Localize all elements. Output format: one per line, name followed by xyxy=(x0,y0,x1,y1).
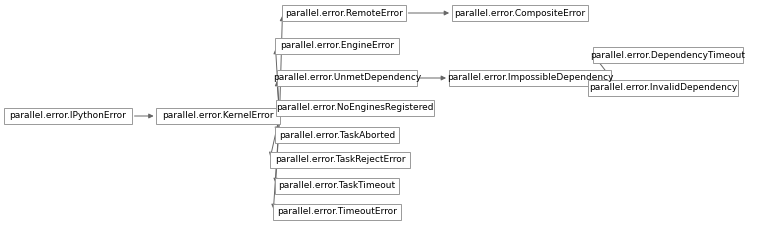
FancyBboxPatch shape xyxy=(276,70,417,86)
Text: parallel.error.UnmetDependency: parallel.error.UnmetDependency xyxy=(273,73,421,82)
FancyBboxPatch shape xyxy=(273,204,401,220)
Text: parallel.error.TaskRejectError: parallel.error.TaskRejectError xyxy=(275,155,406,164)
Text: parallel.error.IPythonError: parallel.error.IPythonError xyxy=(9,112,127,121)
FancyBboxPatch shape xyxy=(276,38,399,54)
Text: parallel.error.CompositeError: parallel.error.CompositeError xyxy=(455,9,585,18)
Text: parallel.error.EngineError: parallel.error.EngineError xyxy=(280,42,394,51)
FancyBboxPatch shape xyxy=(276,127,399,143)
FancyBboxPatch shape xyxy=(283,5,406,21)
FancyBboxPatch shape xyxy=(452,5,588,21)
Text: parallel.error.RemoteError: parallel.error.RemoteError xyxy=(285,9,403,18)
FancyBboxPatch shape xyxy=(588,80,737,96)
Text: parallel.error.TaskTimeout: parallel.error.TaskTimeout xyxy=(279,182,396,191)
Text: parallel.error.TimeoutError: parallel.error.TimeoutError xyxy=(277,207,397,216)
FancyBboxPatch shape xyxy=(449,70,611,86)
Text: parallel.error.ImpossibleDependency: parallel.error.ImpossibleDependency xyxy=(447,73,614,82)
FancyBboxPatch shape xyxy=(276,100,434,116)
Text: parallel.error.DependencyTimeout: parallel.error.DependencyTimeout xyxy=(591,51,746,60)
Text: parallel.error.KernelError: parallel.error.KernelError xyxy=(162,112,273,121)
Text: parallel.error.TaskAborted: parallel.error.TaskAborted xyxy=(279,131,395,140)
FancyBboxPatch shape xyxy=(5,108,132,124)
Text: parallel.error.NoEnginesRegistered: parallel.error.NoEnginesRegistered xyxy=(276,103,434,112)
FancyBboxPatch shape xyxy=(157,108,280,124)
Text: parallel.error.InvalidDependency: parallel.error.InvalidDependency xyxy=(589,83,737,92)
FancyBboxPatch shape xyxy=(276,178,399,194)
FancyBboxPatch shape xyxy=(270,152,410,168)
FancyBboxPatch shape xyxy=(594,47,743,63)
